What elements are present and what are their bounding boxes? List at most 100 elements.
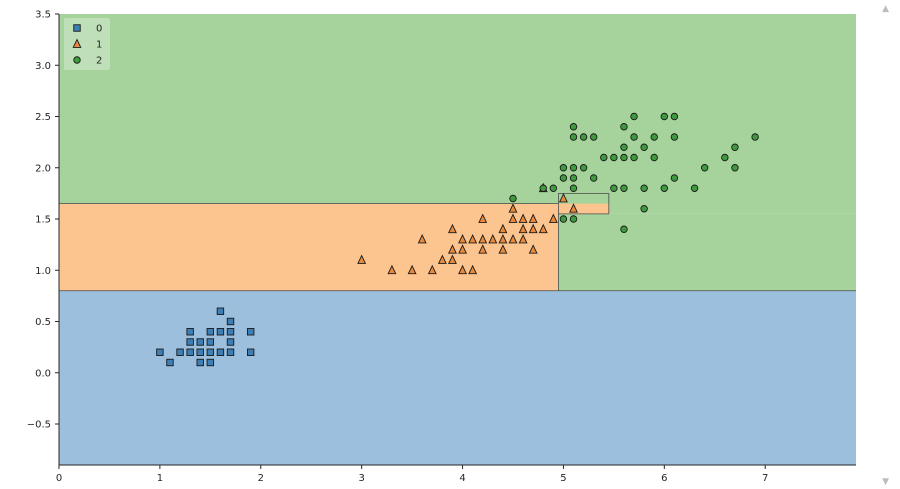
data-point-class-2 bbox=[700, 164, 709, 172]
x-tick-label: 2 bbox=[258, 473, 264, 484]
data-point-class-0 bbox=[206, 358, 215, 367]
data-point-class-0 bbox=[196, 348, 204, 356]
data-point-class-1 bbox=[538, 223, 548, 234]
data-point-class-0 bbox=[186, 338, 194, 346]
data-point-class-1 bbox=[498, 244, 508, 254]
data-point-class-0 bbox=[196, 338, 204, 346]
data-point-class-1 bbox=[458, 244, 468, 254]
data-point-class-0 bbox=[186, 348, 194, 356]
legend-box bbox=[64, 18, 110, 70]
decision-region-class-2 bbox=[608, 193, 856, 214]
data-point-class-1 bbox=[508, 203, 518, 213]
data-point-class-1 bbox=[387, 264, 397, 275]
data-point-class-1 bbox=[508, 213, 518, 223]
data-point-class-2 bbox=[610, 184, 618, 192]
data-point-class-1 bbox=[468, 264, 478, 275]
data-point-class-2 bbox=[690, 184, 699, 192]
decision-region-class-0 bbox=[59, 290, 856, 465]
data-point-class-2 bbox=[579, 133, 588, 141]
data-point-class-2 bbox=[731, 164, 739, 172]
data-point-class-1 bbox=[407, 264, 417, 275]
data-point-class-0 bbox=[176, 348, 184, 356]
data-point-class-1 bbox=[437, 254, 447, 264]
decision-regions bbox=[59, 14, 856, 465]
data-point-class-1 bbox=[528, 213, 538, 223]
data-point-class-0 bbox=[246, 328, 255, 336]
data-point-class-2 bbox=[640, 205, 648, 213]
legend-label-class-0: 0 bbox=[96, 24, 102, 35]
data-point-class-0 bbox=[246, 348, 255, 356]
data-point-class-1 bbox=[427, 264, 437, 275]
data-point-class-1 bbox=[478, 234, 488, 244]
y-tick-label: 0.0 bbox=[35, 368, 51, 379]
data-point-class-0 bbox=[206, 328, 215, 336]
x-tick-label: 1 bbox=[157, 473, 163, 484]
data-point-class-2 bbox=[589, 174, 598, 182]
data-point-class-2 bbox=[630, 153, 638, 162]
y-tick-label: 0.5 bbox=[35, 317, 51, 328]
x-tick-label: 7 bbox=[762, 473, 768, 484]
data-point-class-2 bbox=[610, 153, 618, 162]
x-tick-label: 0 bbox=[56, 473, 62, 484]
data-point-class-0 bbox=[216, 328, 225, 336]
data-point-class-2 bbox=[670, 112, 679, 121]
data-point-class-1 bbox=[468, 234, 478, 244]
data-point-class-2 bbox=[569, 184, 578, 192]
data-point-class-2 bbox=[589, 133, 598, 141]
data-point-class-1 bbox=[518, 234, 528, 244]
data-point-class-1 bbox=[458, 264, 468, 275]
scroll-up-arrow-icon[interactable]: ▲ bbox=[882, 4, 889, 14]
data-point-class-1 bbox=[488, 234, 498, 244]
legend-marker-class-2 bbox=[73, 56, 81, 64]
legend-marker-class-1 bbox=[72, 38, 82, 48]
data-point-class-2 bbox=[731, 143, 739, 151]
data-point-class-2 bbox=[630, 133, 638, 141]
data-point-class-2 bbox=[569, 133, 578, 141]
legend: 0 1 2 bbox=[64, 18, 110, 70]
data-point-class-0 bbox=[216, 307, 225, 315]
data-point-class-2 bbox=[620, 184, 628, 192]
data-point-class-2 bbox=[509, 194, 517, 203]
decision-region-class-2 bbox=[558, 213, 856, 291]
scroll-down-arrow-icon[interactable]: ▼ bbox=[882, 477, 889, 487]
data-point-class-1 bbox=[417, 234, 427, 244]
data-point-class-1 bbox=[518, 213, 528, 223]
legend-label-class-2: 2 bbox=[96, 56, 102, 67]
data-point-class-0 bbox=[166, 358, 174, 367]
data-point-class-2 bbox=[549, 184, 558, 192]
data-point-class-0 bbox=[226, 348, 235, 356]
data-point-class-0 bbox=[196, 358, 204, 367]
data-point-class-0 bbox=[206, 348, 215, 356]
data-point-class-2 bbox=[630, 112, 638, 121]
data-point-class-2 bbox=[660, 112, 669, 121]
y-tick-label: 2.0 bbox=[35, 163, 51, 174]
data-point-class-2 bbox=[620, 143, 628, 151]
y-tick-label: 2.5 bbox=[35, 112, 51, 123]
data-point-class-1 bbox=[548, 213, 558, 223]
y-tick-label: 3.5 bbox=[35, 10, 51, 21]
y-tick-label: 1.5 bbox=[35, 215, 51, 226]
data-point-class-0 bbox=[226, 317, 235, 326]
data-point-class-1 bbox=[357, 254, 367, 264]
data-point-class-1 bbox=[528, 223, 538, 234]
data-points bbox=[156, 112, 759, 367]
data-point-class-1 bbox=[518, 223, 528, 234]
data-point-class-1 bbox=[569, 203, 578, 213]
data-point-class-2 bbox=[650, 153, 658, 162]
data-point-class-0 bbox=[226, 328, 235, 336]
data-point-class-2 bbox=[670, 174, 679, 182]
x-tick-label: 4 bbox=[459, 473, 465, 484]
data-point-class-2 bbox=[721, 153, 729, 162]
data-point-class-2 bbox=[620, 153, 628, 162]
data-point-class-2 bbox=[539, 184, 547, 192]
data-point-class-2 bbox=[640, 143, 648, 151]
x-tick-label: 3 bbox=[358, 473, 364, 484]
data-point-class-1 bbox=[447, 223, 457, 234]
data-point-class-1 bbox=[478, 244, 488, 254]
data-point-class-2 bbox=[579, 164, 588, 172]
data-point-class-1 bbox=[498, 234, 508, 244]
data-point-class-2 bbox=[650, 133, 658, 141]
axes: 0 1 2 3 4 5 6 7 −0.5 0.0 0.5 1.0 1.5 2.0 2.5 3.0 3.5 bbox=[27, 10, 856, 484]
data-point-class-2 bbox=[670, 133, 679, 141]
data-point-class-1 bbox=[458, 234, 468, 244]
